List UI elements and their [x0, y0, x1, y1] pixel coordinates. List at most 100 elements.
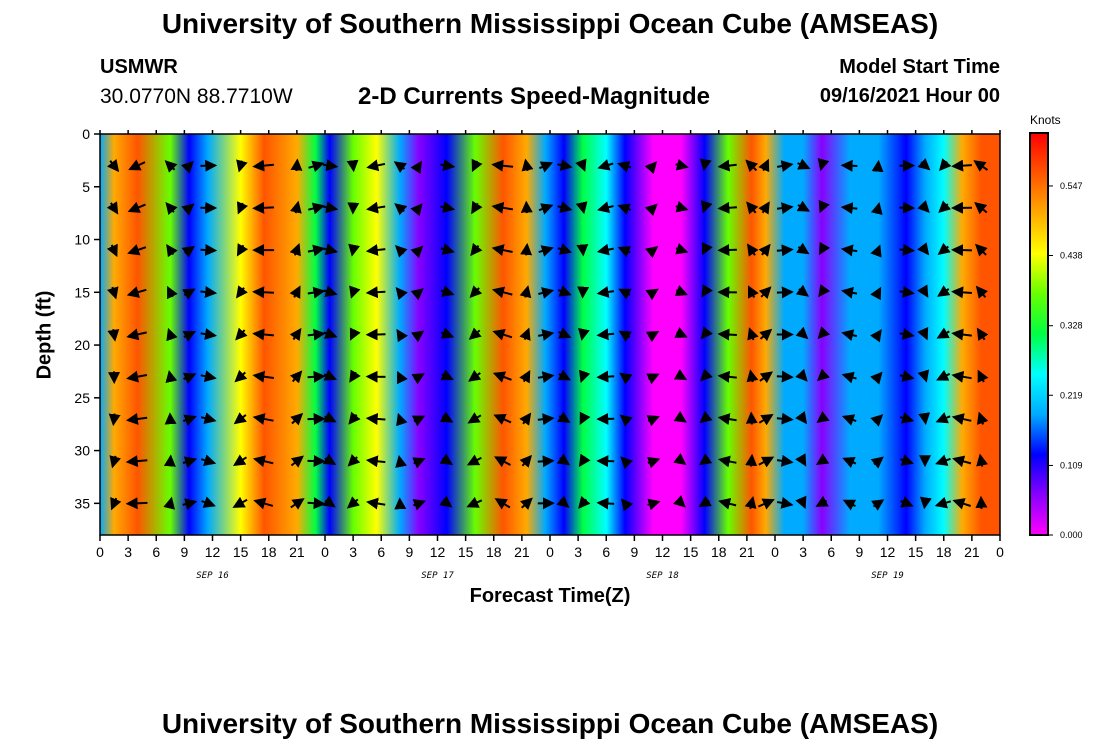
current-vector: [776, 412, 794, 425]
current-vector: [307, 497, 326, 510]
current-vector: [322, 453, 337, 465]
current-vector: [440, 201, 456, 213]
current-vector: [675, 200, 689, 213]
current-vector: [108, 413, 121, 427]
current-vector: [717, 455, 737, 468]
current-vector: [163, 496, 175, 510]
current-vector: [290, 158, 303, 172]
current-vector: [394, 244, 408, 258]
current-vector: [646, 373, 660, 385]
current-vector: [757, 498, 775, 510]
current-vector: [201, 454, 217, 466]
current-vector: [899, 285, 915, 298]
current-vector: [236, 285, 248, 299]
current-vector: [349, 285, 361, 299]
current-vector: [410, 160, 422, 174]
current-vector: [841, 329, 858, 342]
current-vector: [596, 243, 614, 256]
current-vector: [776, 454, 794, 467]
y-axis-label: Depth (ft): [33, 290, 56, 380]
y-tick-label: 20: [74, 337, 90, 353]
current-vector: [165, 201, 178, 216]
current-vector: [698, 495, 712, 508]
current-vector: [557, 243, 573, 255]
current-vector: [597, 201, 614, 214]
current-vector: [181, 203, 195, 216]
current-vector: [617, 203, 632, 215]
current-vector: [557, 369, 571, 381]
colorbar-tick-label: 0.219: [1060, 390, 1083, 400]
current-vector: [617, 246, 632, 258]
current-vector: [412, 499, 426, 511]
current-vector: [870, 371, 883, 385]
current-vector: [181, 160, 194, 174]
x-tick-label: 3: [124, 544, 132, 560]
current-vector: [106, 286, 119, 300]
current-vector: [746, 243, 759, 257]
current-vector: [976, 327, 989, 341]
x-tick-label: 9: [855, 544, 863, 560]
station-id: USMWR: [100, 56, 178, 78]
x-tick-label: 6: [377, 544, 385, 560]
current-vector: [746, 201, 759, 215]
current-vector: [558, 327, 572, 339]
current-vector: [396, 328, 408, 343]
footer-title: University of Southern Mississippi Ocean…: [161, 708, 939, 739]
current-vector: [596, 370, 615, 383]
x-tick-label: 3: [574, 544, 582, 560]
current-vector: [870, 286, 882, 301]
current-vector: [870, 329, 882, 343]
current-vector: [578, 453, 591, 467]
current-vector: [233, 454, 248, 466]
current-vector: [936, 369, 951, 381]
current-vector: [440, 327, 455, 339]
current-vector: [816, 410, 830, 424]
colorbar-tick-label: 0.328: [1060, 321, 1083, 331]
current-vector: [840, 244, 858, 257]
current-vector: [919, 496, 932, 510]
y-tick-label: 10: [74, 232, 90, 248]
current-vector: [578, 327, 590, 341]
current-vector: [817, 157, 830, 172]
x-tick-label: 21: [514, 544, 530, 560]
x-tick-label: 15: [908, 544, 924, 560]
current-vector: [491, 201, 514, 214]
current-vector: [290, 455, 304, 468]
current-vector: [290, 412, 304, 426]
current-vector: [107, 328, 120, 342]
x-tick-label: 0: [996, 544, 1004, 560]
colorbar-scale: [1029, 132, 1049, 536]
station-coordinates: 30.0770N 88.7710W: [100, 85, 293, 108]
current-vector: [348, 243, 360, 257]
current-vector: [917, 369, 930, 383]
current-vector: [396, 412, 408, 427]
current-vector: [717, 244, 737, 257]
current-vector: [870, 244, 882, 258]
current-vector: [411, 373, 425, 385]
x-tick-label: 18: [936, 544, 952, 560]
current-vector: [252, 286, 275, 299]
current-vector: [322, 495, 336, 508]
current-vector: [917, 326, 929, 341]
current-vector: [307, 370, 326, 383]
current-vector: [519, 285, 532, 299]
current-vector: [899, 412, 915, 424]
current-vector: [366, 159, 386, 172]
current-vector: [795, 495, 807, 510]
current-vector: [717, 328, 737, 341]
current-vector: [758, 286, 772, 300]
current-vector: [494, 498, 511, 510]
x-tick-label: 15: [458, 544, 474, 560]
current-vector: [899, 243, 915, 256]
current-vector: [410, 245, 424, 259]
current-vector: [646, 456, 661, 469]
current-vector: [900, 496, 914, 508]
current-vector: [466, 454, 482, 466]
current-vector: [323, 411, 337, 423]
current-vector: [200, 286, 218, 298]
model-start-label: Model Start Time: [839, 56, 1000, 78]
current-vector: [758, 243, 771, 257]
x-tick-label: 0: [321, 544, 329, 560]
current-vector: [718, 497, 737, 510]
current-vector: [365, 286, 386, 299]
